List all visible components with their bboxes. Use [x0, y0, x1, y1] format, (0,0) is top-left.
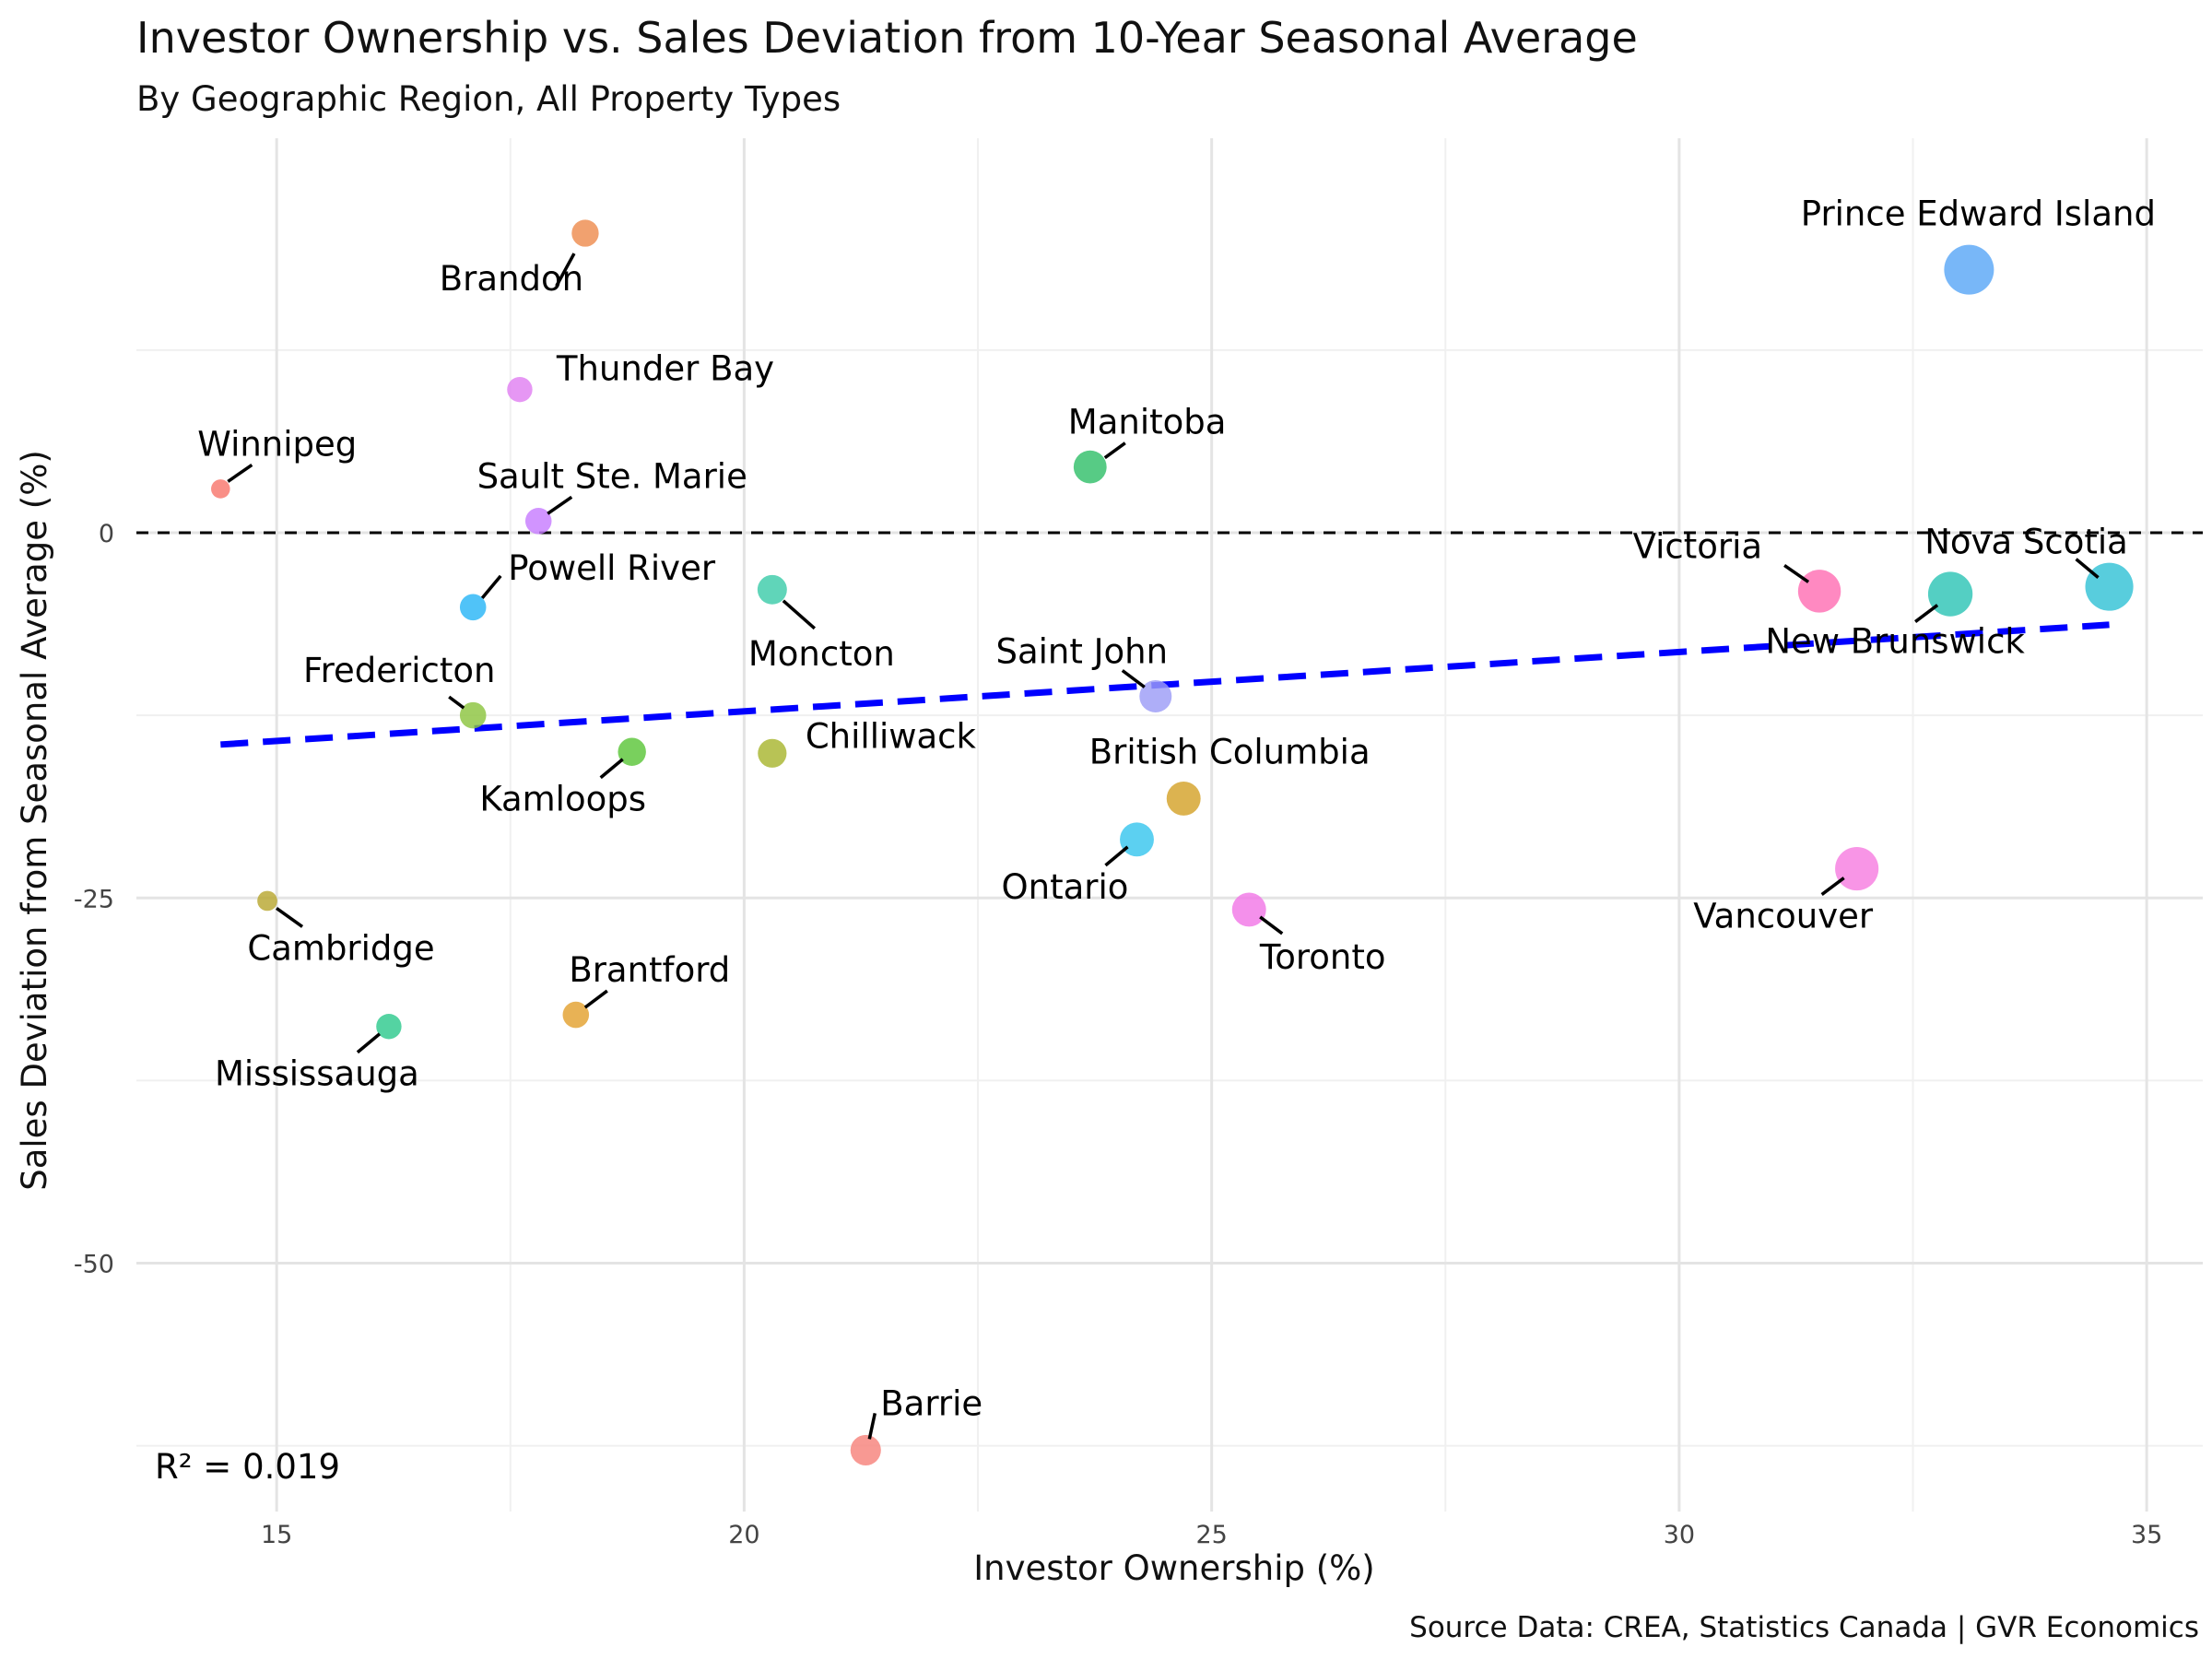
leader-line-powell-river — [480, 574, 502, 599]
point-british-columbia — [1166, 782, 1201, 816]
point-barrie — [850, 1434, 881, 1465]
point-fredericton — [459, 701, 487, 729]
leader-line-brandon — [555, 253, 576, 288]
leader-line-ontario — [1104, 845, 1129, 867]
point-powell-river — [459, 594, 487, 621]
point-toronto — [1231, 892, 1266, 927]
x-tick-label: 30 — [1664, 1521, 1695, 1549]
label-leader-lines — [227, 253, 2100, 1440]
r-squared-label: R² = 0.019 — [155, 1447, 340, 1487]
leader-line-mississauga — [356, 1032, 382, 1054]
label-brandon: Brandon — [440, 259, 583, 299]
chart-subtitle: By Geographic Region, All Property Types — [136, 79, 841, 119]
label-fredericton: Fredericton — [303, 651, 495, 690]
point-labels: Prince Edward Island Brandon Thunder Bay Wi… — [197, 194, 2156, 1424]
label-sault-ste-marie: Sault Ste. Marie — [477, 456, 747, 496]
leader-line-nova-scotia — [2075, 558, 2100, 579]
point-ontario — [1120, 822, 1154, 857]
label-kamloops: Kamloops — [479, 780, 646, 819]
leader-line-kamloops — [599, 758, 624, 780]
data-points — [211, 219, 2134, 1465]
label-brantford: Brantford — [569, 950, 730, 990]
leader-line-moncton — [782, 599, 817, 630]
point-brandon — [571, 219, 599, 247]
source-caption: Source Data: CREA, Statistics Canada | G… — [1409, 1611, 2199, 1644]
label-thunder-bay: Thunder Bay — [556, 349, 774, 389]
leader-line-fredericton — [448, 695, 465, 710]
label-mississauga: Mississauga — [215, 1054, 419, 1094]
label-new-brunswick: New Brunswick — [1765, 622, 2025, 662]
point-thunder-bay — [507, 376, 533, 403]
leader-line-manitoba — [1103, 441, 1126, 460]
y-tick-label: 0 — [99, 520, 114, 548]
leader-line-barrie — [867, 1413, 877, 1440]
label-toronto: Toronto — [1259, 937, 1386, 977]
label-british-columbia: British Columbia — [1089, 732, 1371, 771]
axis-tick-labels: 15 20 25 30 35 -50 -25 0 — [74, 520, 2162, 1549]
leader-line-toronto — [1259, 915, 1284, 935]
point-vancouver — [1835, 846, 1879, 891]
y-axis-label: Sales Deviation from Seasonal Average (%… — [15, 450, 54, 1191]
label-saint-john: Saint John — [995, 632, 1168, 672]
point-brantford — [562, 1001, 590, 1029]
leader-line-sault-ste-marie — [547, 495, 573, 515]
point-saint-john — [1139, 680, 1172, 713]
leader-line-winnipeg — [227, 463, 253, 483]
leader-line-vancouver — [1820, 877, 1845, 896]
label-powell-river: Powell River — [508, 548, 716, 588]
leader-line-brantford — [583, 989, 608, 1009]
point-sault-ste-marie — [524, 508, 552, 535]
leader-line-new-brunswick — [1914, 604, 1939, 623]
label-vancouver: Vancouver — [1693, 897, 1874, 936]
point-moncton — [757, 574, 787, 605]
label-cambridge: Cambridge — [247, 928, 434, 968]
point-mississauga — [376, 1014, 402, 1040]
leader-line-saint-john — [1121, 669, 1146, 688]
point-victoria — [1797, 570, 1841, 613]
label-victoria: Victoria — [1633, 526, 1762, 566]
leader-line-cambridge — [276, 907, 304, 928]
point-new-brunswick — [1927, 571, 1973, 617]
point-prince-edward-island — [1944, 244, 1994, 295]
x-tick-label: 20 — [728, 1521, 759, 1549]
x-tick-label: 15 — [261, 1521, 292, 1549]
leader-line-victoria — [1783, 563, 1810, 583]
label-barrie: Barrie — [880, 1383, 982, 1423]
x-tick-label: 25 — [1195, 1521, 1227, 1549]
label-ontario: Ontario — [1002, 867, 1129, 907]
point-manitoba — [1073, 450, 1107, 484]
y-tick-label: -25 — [74, 885, 114, 913]
chart-title: Investor Ownership vs. Sales Deviation f… — [136, 13, 1638, 63]
point-kamloops — [618, 737, 646, 766]
x-tick-label: 35 — [2131, 1521, 2162, 1549]
label-winnipeg: Winnipeg — [197, 424, 357, 464]
point-chilliwack — [758, 738, 787, 768]
label-nova-scotia: Nova Scotia — [1924, 523, 2128, 562]
point-winnipeg — [211, 479, 230, 499]
label-moncton: Moncton — [748, 634, 895, 674]
x-axis-label: Investor Ownership (%) — [973, 1548, 1375, 1588]
label-prince-edward-island: Prince Edward Island — [1801, 194, 2156, 234]
label-manitoba: Manitoba — [1068, 403, 1227, 442]
point-nova-scotia — [2085, 562, 2134, 611]
label-chilliwack: Chilliwack — [806, 716, 977, 756]
grid-lines — [136, 138, 2203, 1512]
point-cambridge — [257, 890, 277, 912]
y-tick-label: -50 — [74, 1251, 114, 1279]
